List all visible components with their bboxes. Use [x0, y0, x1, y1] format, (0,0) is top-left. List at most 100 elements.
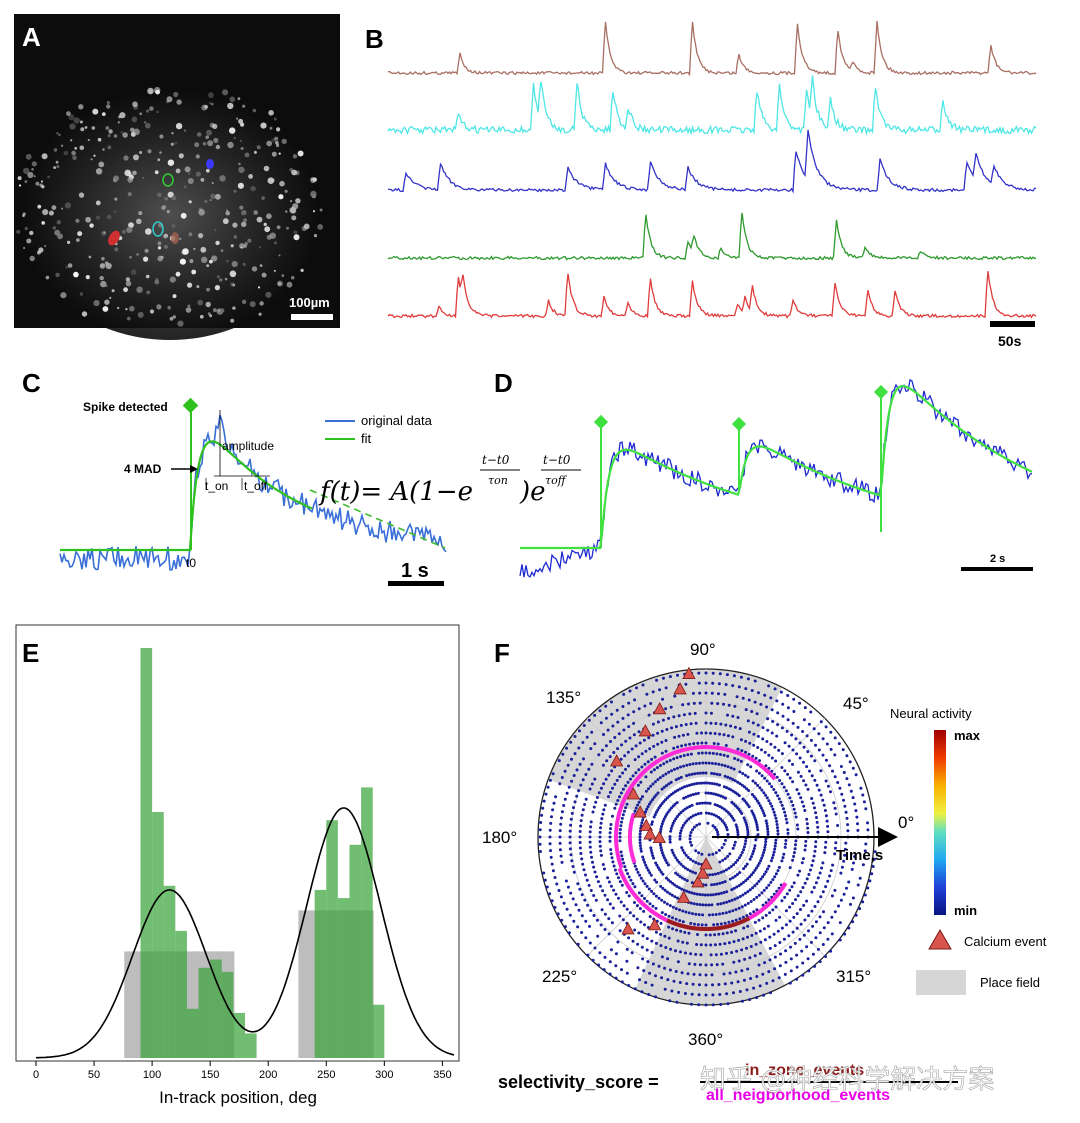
activity-dot — [728, 877, 732, 881]
cell — [209, 101, 212, 105]
activity-dot — [767, 898, 771, 902]
cell — [87, 138, 90, 142]
activity-dot — [801, 886, 805, 889]
activity-dot — [814, 743, 817, 747]
activity-dot — [844, 810, 848, 814]
activity-dot — [714, 953, 718, 957]
activity-dot — [637, 730, 641, 734]
activity-dot — [778, 915, 782, 919]
activity-dot — [799, 908, 802, 911]
activity-dot — [640, 821, 644, 825]
calcium-trace-3 — [387, 129, 1037, 194]
activity-dot — [676, 745, 680, 749]
activity-dot — [660, 848, 664, 852]
cell — [220, 249, 224, 253]
activity-dot — [736, 896, 740, 900]
cell — [188, 200, 192, 204]
activity-dot — [597, 753, 601, 757]
cell — [66, 111, 71, 116]
cell — [101, 256, 105, 261]
activity-dot — [710, 761, 714, 765]
activity-dot — [678, 837, 682, 841]
cell — [61, 207, 64, 210]
activity-dot — [706, 801, 709, 805]
activity-dot — [649, 800, 653, 804]
activity-dot — [684, 951, 687, 955]
activity-dot — [873, 850, 877, 854]
activity-dot — [662, 785, 666, 789]
cell — [133, 128, 140, 136]
cell — [90, 158, 93, 161]
activity-dot — [792, 697, 796, 701]
angle-90: 90° — [690, 640, 716, 659]
activity-dot — [700, 781, 704, 785]
activity-dot — [794, 839, 798, 843]
activity-dot — [777, 797, 781, 801]
activity-dot — [570, 811, 574, 815]
activity-dot — [568, 913, 572, 917]
activity-dot — [786, 828, 790, 832]
cell — [167, 305, 171, 310]
activity-dot — [575, 768, 579, 772]
cell — [241, 299, 247, 304]
activity-dot — [738, 990, 742, 993]
cell — [243, 218, 248, 223]
activity-dot — [689, 831, 693, 834]
activity-dot — [621, 813, 625, 817]
cell — [164, 244, 168, 249]
activity-dot — [722, 807, 726, 811]
activity-dot — [638, 844, 642, 848]
cell — [68, 114, 75, 121]
cell — [156, 304, 162, 310]
activity-dot — [704, 811, 708, 815]
cell-dots — [16, 86, 324, 327]
activity-dot — [664, 946, 668, 949]
activity-dot — [651, 904, 655, 908]
cell — [195, 154, 200, 159]
activity-dot — [686, 732, 690, 736]
activity-dot — [767, 684, 771, 688]
cell — [136, 253, 139, 256]
activity-dot — [592, 805, 596, 809]
activity-dot — [779, 690, 783, 694]
activity-dot — [677, 734, 681, 738]
activity-dot — [813, 849, 817, 853]
activity-dot — [593, 742, 597, 746]
activity-dot — [831, 863, 835, 867]
activity-dot — [669, 793, 673, 796]
cell — [89, 223, 94, 228]
panel-label-d: D — [494, 368, 513, 398]
activity-dot — [667, 936, 671, 940]
activity-dot — [601, 812, 605, 816]
activity-dot — [724, 825, 728, 829]
panel-f: F Time,s 90° 45° 135° 0° 180° 225° 315° … — [482, 638, 1047, 1104]
cell — [286, 226, 289, 230]
activity-dot — [690, 772, 694, 776]
activity-dot — [744, 864, 747, 868]
activity-dot — [664, 707, 668, 711]
cell — [196, 285, 200, 289]
activity-dot — [738, 770, 742, 774]
cell — [81, 311, 88, 317]
activity-dot — [810, 890, 814, 894]
activity-dot — [584, 773, 588, 776]
activity-dot — [684, 853, 688, 857]
activity-dot — [578, 846, 582, 850]
activity-dot — [816, 830, 820, 834]
activity-dot — [843, 853, 847, 857]
activity-dot — [578, 762, 582, 766]
cell — [260, 122, 267, 129]
cell — [250, 185, 256, 192]
activity-dot — [695, 782, 699, 785]
activity-dot — [788, 888, 792, 892]
activity-dot — [818, 871, 822, 875]
activity-dot — [679, 811, 683, 814]
cell — [125, 277, 131, 282]
activity-dot — [637, 891, 641, 895]
calcium-event — [699, 857, 713, 870]
cell — [229, 96, 236, 103]
activity-dot — [747, 698, 751, 702]
activity-dot — [651, 690, 655, 694]
activity-dot — [748, 857, 752, 861]
cell — [200, 178, 205, 182]
